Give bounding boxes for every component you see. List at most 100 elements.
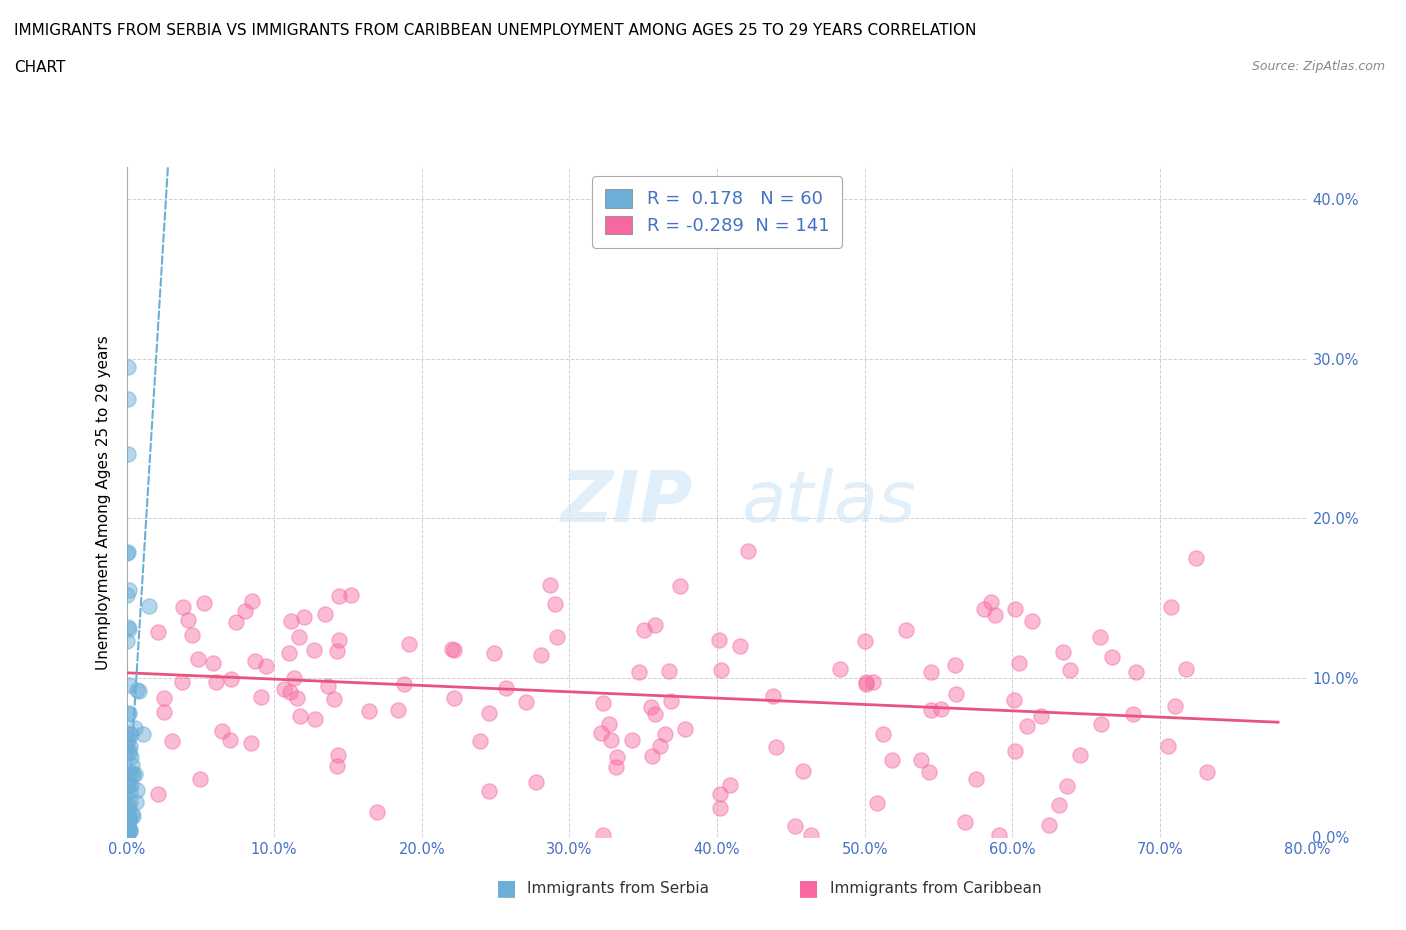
Point bbox=[659, 694, 682, 709]
Point bbox=[292, 609, 315, 624]
Point bbox=[117, 544, 139, 559]
Point bbox=[644, 707, 666, 722]
Point bbox=[146, 625, 169, 640]
Point bbox=[117, 620, 139, 635]
Point bbox=[1015, 719, 1038, 734]
Point bbox=[118, 813, 141, 828]
Point bbox=[117, 634, 139, 649]
Point bbox=[254, 658, 277, 673]
Point bbox=[605, 759, 627, 774]
Point bbox=[124, 721, 146, 736]
Point bbox=[325, 759, 347, 774]
Point bbox=[280, 613, 302, 628]
Point bbox=[240, 736, 263, 751]
Point bbox=[880, 752, 903, 767]
Point bbox=[910, 752, 932, 767]
Point bbox=[117, 546, 139, 561]
Point bbox=[152, 691, 174, 706]
Point bbox=[118, 726, 141, 741]
Text: Source: ZipAtlas.com: Source: ZipAtlas.com bbox=[1251, 60, 1385, 73]
Point bbox=[1069, 748, 1091, 763]
Point bbox=[862, 674, 884, 689]
Point bbox=[526, 775, 548, 790]
Point bbox=[855, 677, 877, 692]
Point bbox=[117, 778, 139, 793]
Point bbox=[468, 733, 491, 748]
Point bbox=[1163, 698, 1185, 713]
Point bbox=[710, 662, 733, 677]
Point bbox=[988, 828, 1011, 843]
Point bbox=[591, 725, 613, 740]
Point bbox=[737, 544, 759, 559]
Point bbox=[314, 607, 336, 622]
Point bbox=[132, 726, 155, 741]
Point bbox=[440, 642, 463, 657]
Point bbox=[530, 648, 553, 663]
Point bbox=[366, 804, 388, 819]
Point bbox=[762, 688, 785, 703]
Point bbox=[117, 736, 139, 751]
Point bbox=[117, 817, 139, 831]
Point bbox=[318, 679, 340, 694]
Point bbox=[1185, 551, 1208, 565]
Point bbox=[181, 627, 204, 642]
Point bbox=[654, 727, 676, 742]
Point bbox=[117, 807, 139, 822]
Point bbox=[443, 643, 465, 658]
Point bbox=[117, 825, 139, 840]
Point bbox=[118, 706, 141, 721]
Point bbox=[122, 767, 145, 782]
Point bbox=[326, 644, 349, 658]
Point bbox=[235, 604, 257, 618]
Point bbox=[152, 705, 174, 720]
Point bbox=[1160, 600, 1182, 615]
Point bbox=[478, 783, 501, 798]
Point bbox=[125, 794, 148, 809]
Point bbox=[546, 630, 568, 644]
Point bbox=[984, 608, 1007, 623]
Point bbox=[117, 812, 139, 827]
Point bbox=[718, 778, 741, 793]
Point bbox=[285, 691, 308, 706]
Point bbox=[1021, 614, 1043, 629]
Point bbox=[117, 805, 139, 820]
Point bbox=[225, 615, 247, 630]
Text: atlas: atlas bbox=[741, 468, 915, 537]
Point bbox=[128, 684, 150, 698]
Point bbox=[953, 815, 976, 830]
Point bbox=[120, 824, 142, 839]
Legend: R =  0.178   N = 60, R = -0.289  N = 141: R = 0.178 N = 60, R = -0.289 N = 141 bbox=[592, 177, 842, 247]
Point bbox=[118, 746, 141, 761]
Point bbox=[918, 764, 941, 779]
Point bbox=[170, 674, 193, 689]
Point bbox=[920, 703, 942, 718]
Point bbox=[640, 699, 662, 714]
Point bbox=[592, 696, 614, 711]
Point bbox=[328, 632, 350, 647]
Point bbox=[120, 822, 142, 837]
Point bbox=[641, 748, 664, 763]
Point bbox=[644, 618, 666, 632]
Point bbox=[1125, 665, 1147, 680]
Y-axis label: Unemployment Among Ages 25 to 29 years: Unemployment Among Ages 25 to 29 years bbox=[96, 335, 111, 670]
Point bbox=[544, 596, 567, 611]
Point bbox=[117, 732, 139, 747]
Point bbox=[1056, 778, 1078, 793]
Point bbox=[121, 777, 143, 792]
Point bbox=[121, 806, 143, 821]
Point bbox=[118, 738, 141, 753]
Point bbox=[120, 727, 142, 742]
Point bbox=[211, 724, 233, 738]
Point bbox=[600, 733, 623, 748]
Point bbox=[245, 653, 267, 668]
Point bbox=[117, 776, 139, 790]
Point bbox=[855, 674, 877, 689]
Point bbox=[146, 787, 169, 802]
Point bbox=[973, 602, 995, 617]
Point bbox=[866, 795, 889, 810]
Point bbox=[120, 812, 142, 827]
Point bbox=[242, 593, 264, 608]
Point bbox=[117, 826, 139, 841]
Point bbox=[1088, 630, 1111, 644]
Point bbox=[443, 690, 465, 705]
